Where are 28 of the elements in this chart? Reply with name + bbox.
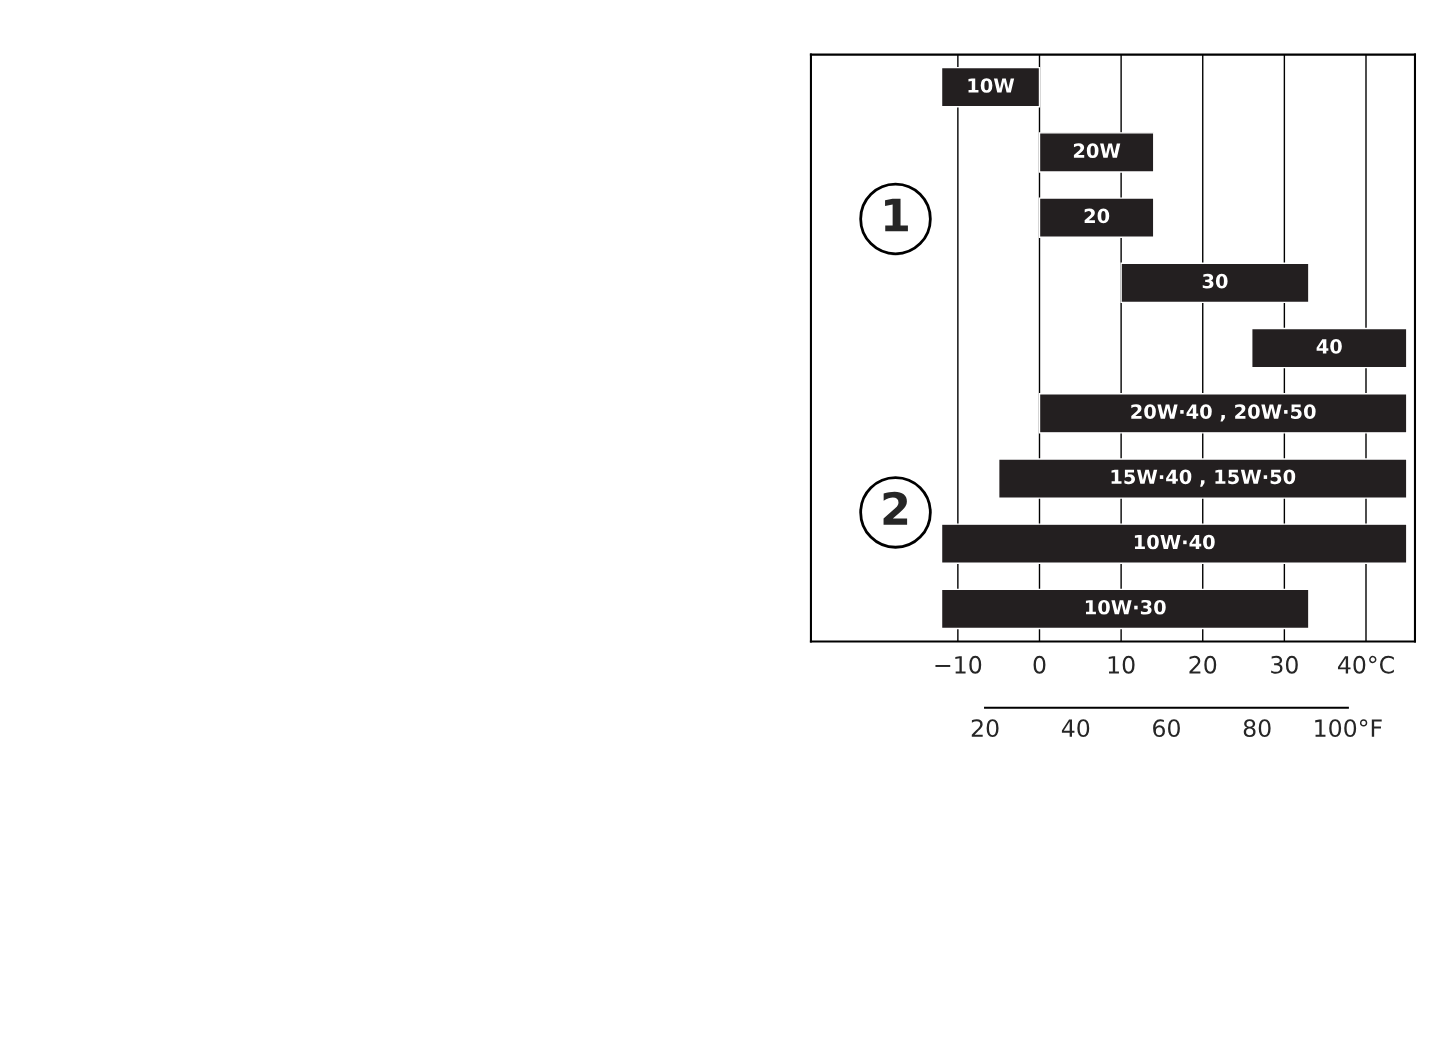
y-tick-label: 20W: [1073, 143, 1121, 159]
y-tick-label: 10W·40: [1134, 534, 1215, 550]
annotation: 2: [883, 491, 908, 525]
bar: [1038, 393, 1408, 434]
x-tick-label: 0: [1033, 655, 1046, 674]
bar: [1038, 197, 1155, 238]
y-tick-label: 20: [1084, 208, 1110, 224]
y-tick-label: 10W: [968, 78, 1015, 93]
annotation: 1: [885, 198, 908, 232]
x-tick-label: 30: [1271, 655, 1298, 674]
bar: [1120, 262, 1310, 304]
y-tick-label: 20W·40 , 20W·50: [1131, 404, 1316, 422]
x-tick-label: 10: [1108, 655, 1135, 674]
x2-tick-label: 20: [971, 719, 999, 738]
y-tick-label: 10W·30: [1085, 599, 1166, 615]
bar: [940, 523, 1408, 564]
y-tick-label: 15W·40 , 15W·50: [1111, 469, 1296, 487]
x-tick-label: 40°C: [1337, 655, 1394, 674]
x2-tick-label: 100°F: [1315, 719, 1382, 738]
bar: [940, 588, 1310, 630]
bar: [997, 458, 1408, 499]
x2-tick-label: 40: [1061, 719, 1090, 738]
x-tick-label: −10: [935, 655, 982, 674]
x2-tick-label: 60: [1153, 719, 1180, 738]
bar: [1251, 327, 1408, 369]
bar: [1038, 132, 1155, 173]
bar: [940, 66, 1041, 108]
x2-tick-label: 80: [1243, 719, 1271, 738]
